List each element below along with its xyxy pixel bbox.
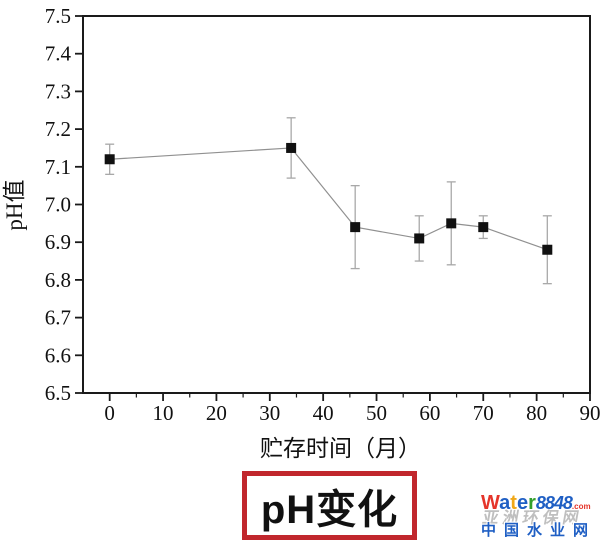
x-tick-label: 10 <box>153 401 174 425</box>
water-wordmark: Water8848.com <box>481 493 615 517</box>
x-tick-label: 30 <box>259 401 280 425</box>
x-axis-title: 贮存时间（月） <box>260 436 421 461</box>
data-point <box>478 222 489 233</box>
x-tick-label: 0 <box>104 401 115 425</box>
water-letter: t <box>510 492 517 514</box>
water8848-logo: 亚洲环保网 Water8848.com 中国水业网 <box>481 493 615 543</box>
y-tick-label: 7.4 <box>45 42 72 66</box>
data-point <box>446 218 457 229</box>
y-tick-label: 6.8 <box>45 268 71 292</box>
y-tick-label: 7.1 <box>45 155 71 179</box>
y-tick-label: 6.7 <box>45 306 71 330</box>
water-letter: a <box>499 492 511 514</box>
data-point <box>542 244 553 255</box>
chart-title-box: pH变化 <box>242 471 417 540</box>
ph-line-chart: 6.5 6.6 6.7 6.8 6.9 7.0 7.1 7.2 7.3 7.4 7.5 0 10 20 30… <box>2 4 601 461</box>
water-letter: r <box>528 492 536 514</box>
water-letter: W <box>481 492 500 514</box>
chart-title: pH变化 <box>260 487 399 532</box>
x-tick-label: 60 <box>419 401 440 425</box>
x-tick-label: 40 <box>313 401 334 425</box>
y-tick-label: 6.9 <box>45 230 71 254</box>
data-point <box>104 154 115 165</box>
x-tick-label: 20 <box>206 401 227 425</box>
tld-com: .com <box>571 502 591 511</box>
data-point <box>350 222 361 233</box>
y-tick-label: 7.2 <box>45 117 71 141</box>
water-letters: Water <box>481 492 536 514</box>
x-tick-label: 80 <box>526 401 547 425</box>
data-point <box>414 233 425 244</box>
site-name: 中国水业网 <box>481 522 597 539</box>
x-tick-label: 90 <box>580 401 601 425</box>
x-tick-label: 70 <box>473 401 494 425</box>
data-line <box>109 147 548 251</box>
y-tick-label: 6.5 <box>45 381 71 405</box>
y-tick-label: 7.0 <box>45 193 71 217</box>
water-letter: e <box>516 492 529 514</box>
y-tick-label: 6.6 <box>45 343 71 367</box>
x-tick-label: 50 <box>366 401 387 425</box>
number-8848: 8848 <box>535 493 573 513</box>
y-tick-label: 7.5 <box>45 4 71 28</box>
data-point <box>286 142 297 153</box>
y-axis-title: pH值 <box>2 179 27 230</box>
y-tick-label: 7.3 <box>45 79 71 103</box>
